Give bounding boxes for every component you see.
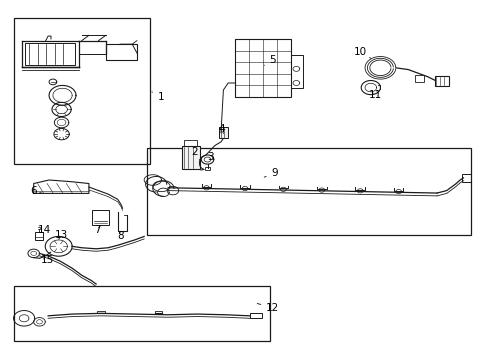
Text: 1: 1 — [152, 92, 164, 102]
Bar — [106, 44, 137, 60]
Text: 9: 9 — [264, 168, 278, 178]
Bar — [14, 286, 270, 341]
Bar — [235, 39, 291, 97]
Text: 5: 5 — [264, 55, 276, 66]
Text: 12: 12 — [257, 303, 279, 313]
Bar — [435, 76, 449, 86]
Bar — [92, 210, 109, 225]
Bar — [205, 167, 210, 170]
Text: 13: 13 — [55, 230, 68, 240]
Text: 14: 14 — [38, 225, 51, 235]
Bar — [219, 127, 228, 138]
Text: 11: 11 — [369, 90, 382, 100]
Text: 6: 6 — [30, 186, 42, 195]
Bar — [291, 55, 303, 88]
Text: 2: 2 — [191, 147, 201, 157]
Text: 7: 7 — [94, 225, 100, 235]
Text: 3: 3 — [207, 152, 214, 162]
Bar — [462, 174, 471, 183]
Text: 10: 10 — [354, 47, 371, 58]
Bar — [14, 18, 150, 164]
Text: 4: 4 — [219, 124, 225, 134]
Bar — [184, 140, 197, 147]
Bar — [250, 312, 262, 318]
Text: 8: 8 — [117, 231, 123, 241]
Bar — [416, 75, 424, 82]
Bar — [147, 148, 471, 235]
Bar — [35, 232, 43, 240]
Bar — [182, 147, 200, 170]
Bar — [25, 43, 75, 65]
Text: 15: 15 — [41, 256, 54, 265]
